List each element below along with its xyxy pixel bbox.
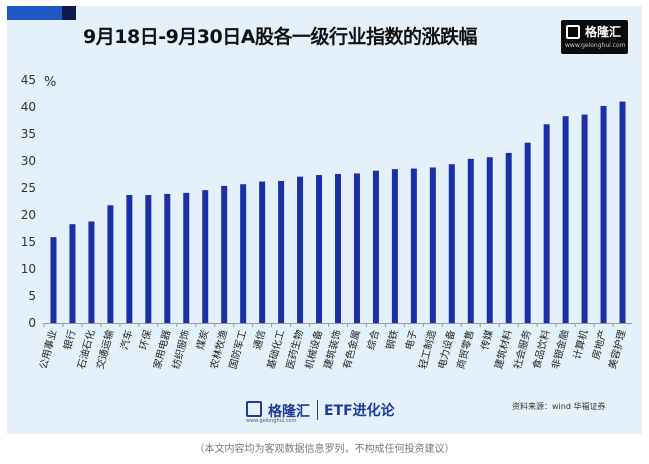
bar [240, 184, 247, 323]
bar [202, 190, 209, 323]
x-tick-label: 家用电器 [150, 328, 173, 370]
bar [126, 195, 133, 323]
footer-divider [317, 400, 318, 420]
x-tick-label: 计算机 [570, 328, 590, 360]
bar [562, 116, 569, 324]
x-tick-label: 社会服务 [511, 328, 534, 370]
x-tick-label: 轻工制造 [416, 328, 439, 370]
bar [524, 142, 531, 323]
bar [278, 180, 285, 323]
top-accent-bar [7, 6, 642, 20]
x-tick-label: 国防军工 [226, 328, 249, 370]
x-tick-label: 汽车 [118, 328, 136, 351]
data-source: 资料来源：wind 华福证券 [512, 402, 606, 411]
bar [429, 167, 436, 323]
footer-logo-mark-icon [246, 401, 262, 417]
bar [183, 192, 190, 323]
x-tick-label: 综合 [364, 328, 382, 351]
logo-mark-icon [566, 25, 580, 39]
brand-logo: 格隆汇 www.gelonghui.com [561, 20, 628, 54]
y-tick-label: 45 [21, 73, 36, 87]
x-tick-label: 建筑装饰 [321, 328, 344, 370]
x-tick-label: 传媒 [479, 329, 496, 351]
x-tick-label: 商贸零售 [454, 328, 477, 370]
bar [50, 237, 57, 323]
bar [164, 193, 171, 323]
bar [221, 185, 228, 323]
x-tick-label: 钢铁 [383, 328, 401, 351]
x-tick-label: 建筑材料 [492, 328, 515, 370]
x-tick-label: 医药生物 [283, 328, 306, 370]
x-tick-label: 交通运输 [93, 328, 116, 370]
bar [297, 176, 304, 323]
bar [600, 105, 607, 323]
disclaimer: （本文内容均为客观数据信息罗列，不构成任何投资建议） [194, 444, 455, 455]
bar [145, 195, 152, 323]
bar [335, 173, 341, 323]
y-tick-label: 15 [21, 235, 36, 249]
bar [619, 101, 626, 323]
x-tick-label: 电子 [402, 328, 420, 351]
logo-name: 格隆汇 [585, 25, 622, 39]
y-tick-label: 30 [21, 154, 36, 168]
x-tick-label: 纺织服饰 [169, 328, 192, 370]
y-tick-label: 5 [28, 289, 36, 303]
x-tick-label: 有色金属 [340, 328, 363, 370]
x-tick-label: 电力设备 [435, 328, 458, 370]
y-tick-label: 35 [21, 127, 36, 141]
bar [410, 168, 417, 323]
x-tick-label: 基础化工 [264, 328, 287, 370]
logo-url: www.gelonghui.com [565, 42, 626, 49]
x-tick-label: 通信 [251, 329, 268, 351]
bar [88, 221, 95, 323]
y-tick-label: 10 [21, 262, 36, 276]
x-tick-label: 银行 [61, 328, 79, 351]
x-tick-label: 公用事业 [36, 328, 59, 370]
footer-brand: ETF进化论 [324, 403, 395, 419]
x-tick-label: 煤炭 [193, 328, 211, 351]
x-tick-label: 食品饮料 [530, 328, 553, 370]
y-tick-label: 40 [21, 100, 36, 114]
bar [505, 152, 512, 323]
x-tick-label: 机械设备 [302, 328, 325, 370]
chart-title: 9月18日-9月30日A股各一级行业指数的涨跌幅 [83, 26, 477, 48]
y-tick-label: 25 [21, 181, 36, 195]
bar [372, 170, 379, 323]
x-tick-label: 农林牧渔 [207, 328, 230, 370]
x-tick-label: 房地产 [589, 328, 609, 360]
bar [353, 173, 360, 323]
bar [107, 205, 114, 323]
y-tick-label: 0 [28, 316, 36, 330]
bar [316, 175, 323, 323]
x-tick-label: 石油石化 [74, 328, 97, 370]
bar [259, 181, 266, 323]
bar [448, 164, 455, 323]
bar [467, 158, 474, 323]
bar [486, 157, 493, 323]
x-tick-label: 非银金融 [549, 328, 572, 370]
x-tick-label: 环保 [136, 328, 154, 351]
bar [391, 169, 398, 323]
bar [581, 114, 588, 323]
y-tick-label: 20 [21, 208, 36, 222]
x-tick-label: 美容护理 [606, 328, 629, 370]
y-axis-unit: % [44, 75, 57, 90]
footer-logo-url: www.gelonghui.com [246, 418, 297, 424]
footer-logo-name: 格隆汇 [268, 404, 310, 420]
bar [69, 224, 76, 323]
y-axis: 0 5 10 15 20 25 30 35 40 45 [21, 73, 632, 330]
bar [543, 124, 550, 323]
bars-group [50, 101, 626, 324]
